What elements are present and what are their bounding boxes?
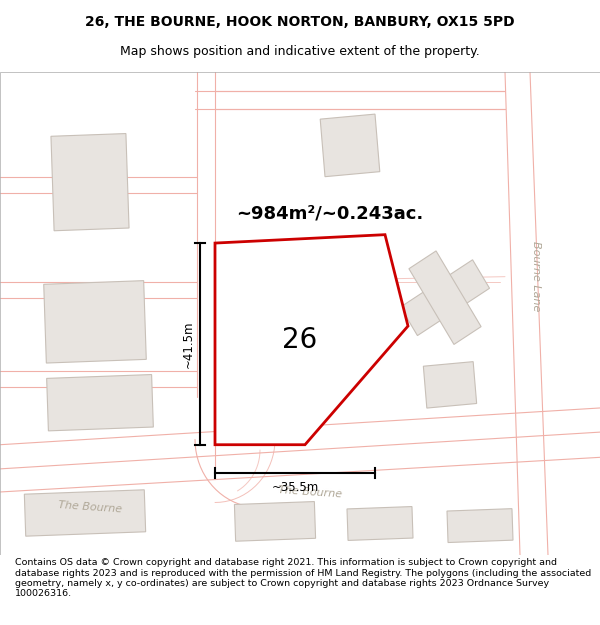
Polygon shape xyxy=(47,374,154,431)
Polygon shape xyxy=(320,114,380,177)
Polygon shape xyxy=(51,134,129,231)
Polygon shape xyxy=(235,501,316,541)
Polygon shape xyxy=(44,281,146,363)
Text: Map shows position and indicative extent of the property.: Map shows position and indicative extent… xyxy=(120,45,480,58)
Polygon shape xyxy=(409,251,481,344)
Polygon shape xyxy=(424,362,476,408)
Text: Bourne Lane: Bourne Lane xyxy=(531,241,541,312)
Polygon shape xyxy=(447,509,513,542)
Text: The Bourne: The Bourne xyxy=(278,485,342,499)
Polygon shape xyxy=(25,490,146,536)
Text: 26, THE BOURNE, HOOK NORTON, BANBURY, OX15 5PD: 26, THE BOURNE, HOOK NORTON, BANBURY, OX… xyxy=(85,14,515,29)
Text: The Bourne: The Bourne xyxy=(58,501,122,515)
Polygon shape xyxy=(215,234,408,445)
Polygon shape xyxy=(347,506,413,541)
Text: ~35.5m: ~35.5m xyxy=(271,481,319,494)
Polygon shape xyxy=(400,260,490,336)
Text: 26: 26 xyxy=(283,326,317,354)
Text: ~984m²/~0.243ac.: ~984m²/~0.243ac. xyxy=(236,204,424,222)
Text: Contains OS data © Crown copyright and database right 2021. This information is : Contains OS data © Crown copyright and d… xyxy=(15,558,591,598)
Text: ~41.5m: ~41.5m xyxy=(182,320,194,368)
